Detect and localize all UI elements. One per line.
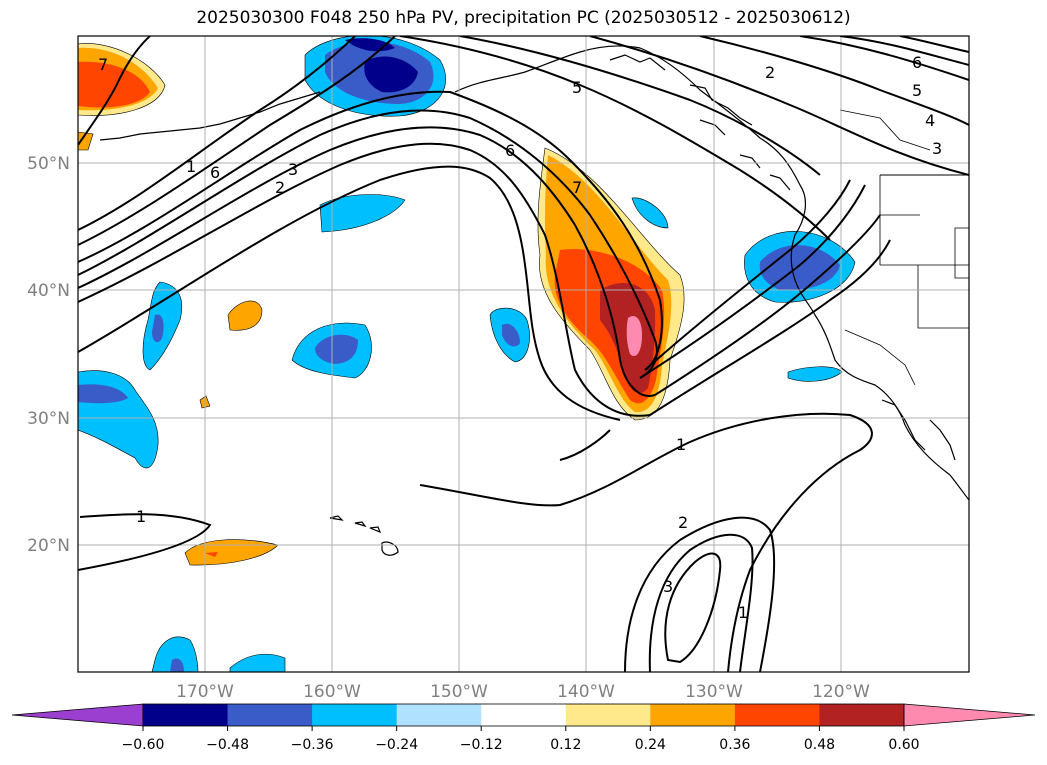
colorbar-segment: [396, 704, 482, 726]
contour-label: 3: [663, 577, 673, 596]
contour-label: 2: [275, 178, 285, 197]
lat-label: 40°N: [27, 281, 70, 301]
colorbar-segment: [734, 704, 820, 726]
lat-label: 50°N: [27, 154, 70, 174]
contour-label: 1: [738, 603, 748, 622]
colorbar-tick-label: 0.24: [635, 737, 666, 753]
colorbar-tick-label: 0.12: [550, 737, 581, 753]
colorbar-segment: [143, 704, 229, 726]
contour-label: 2: [765, 63, 775, 82]
colorbar-tick-label: 0.36: [719, 737, 750, 753]
contour-label: 4: [925, 111, 935, 130]
colorbar-extend-high: [903, 703, 1036, 727]
lat-label: 30°N: [27, 409, 70, 429]
colorbar-segment: [312, 704, 398, 726]
colorbar-tick-label: −0.24: [375, 737, 418, 753]
colorbar-segment: [565, 704, 651, 726]
colorbar-segment: [819, 704, 905, 726]
figure-title: 2025030300 F048 250 hPa PV, precipitatio…: [196, 8, 851, 28]
colorbar-tick-label: −0.36: [291, 737, 334, 753]
pv-contours: [78, 36, 969, 672]
contour-label: 7: [98, 55, 108, 74]
precip-shading: [78, 36, 856, 672]
contour-label: 6: [210, 163, 220, 182]
colorbar-frame: [142, 703, 905, 727]
colorbar-tick-label: −0.48: [206, 737, 249, 753]
lon-labels: 170°W 160°W 150°W 140°W 130°W 120°W: [176, 682, 870, 702]
contour-label: 3: [932, 139, 942, 158]
colorbar-segment: [481, 704, 567, 726]
colorbar: [11, 703, 1036, 727]
colorbar-ticks: −0.60 −0.48 −0.36 −0.24 −0.12 0.12 0.24 0.36 0.4…: [122, 726, 920, 753]
map-area: 7 1 6 3 2 5 6 7 2 6 5 4 3 1 1 2 3 1: [78, 36, 969, 672]
map-frame: [77, 35, 970, 673]
colorbar-tick-label: −0.60: [122, 737, 165, 753]
contour-label: 6: [505, 141, 515, 160]
colorbar-tick-label: −0.12: [460, 737, 503, 753]
lat-label: 20°N: [27, 536, 70, 556]
colorbar-tick-label: 0.48: [804, 737, 835, 753]
contour-label: 2: [678, 513, 688, 532]
lon-label: 160°W: [303, 682, 361, 702]
contour-label: 1: [186, 157, 196, 176]
contour-labels: 7 1 6 3 2 5 6 7 2 6 5 4 3 1 1 2 3 1: [98, 53, 942, 622]
coastlines: [99, 45, 969, 556]
lon-label: 170°W: [176, 682, 234, 702]
colorbar-tick-label: 0.60: [888, 737, 919, 753]
contour-label: 5: [912, 81, 922, 100]
lon-label: 140°W: [557, 682, 615, 702]
lon-label: 130°W: [685, 682, 743, 702]
contour-label: 7: [572, 178, 582, 197]
lat-labels: 50°N 40°N 30°N 20°N: [27, 154, 70, 556]
contour-label: 3: [288, 160, 298, 179]
contour-label: 1: [676, 435, 686, 454]
contour-label: 5: [572, 78, 582, 97]
colorbar-segment: [227, 704, 313, 726]
colorbar-extend-low: [11, 703, 144, 727]
lon-label: 150°W: [430, 682, 488, 702]
lon-label: 120°W: [812, 682, 870, 702]
contour-label: 6: [912, 53, 922, 72]
contour-label: 1: [136, 507, 146, 526]
colorbar-segment: [650, 704, 736, 726]
